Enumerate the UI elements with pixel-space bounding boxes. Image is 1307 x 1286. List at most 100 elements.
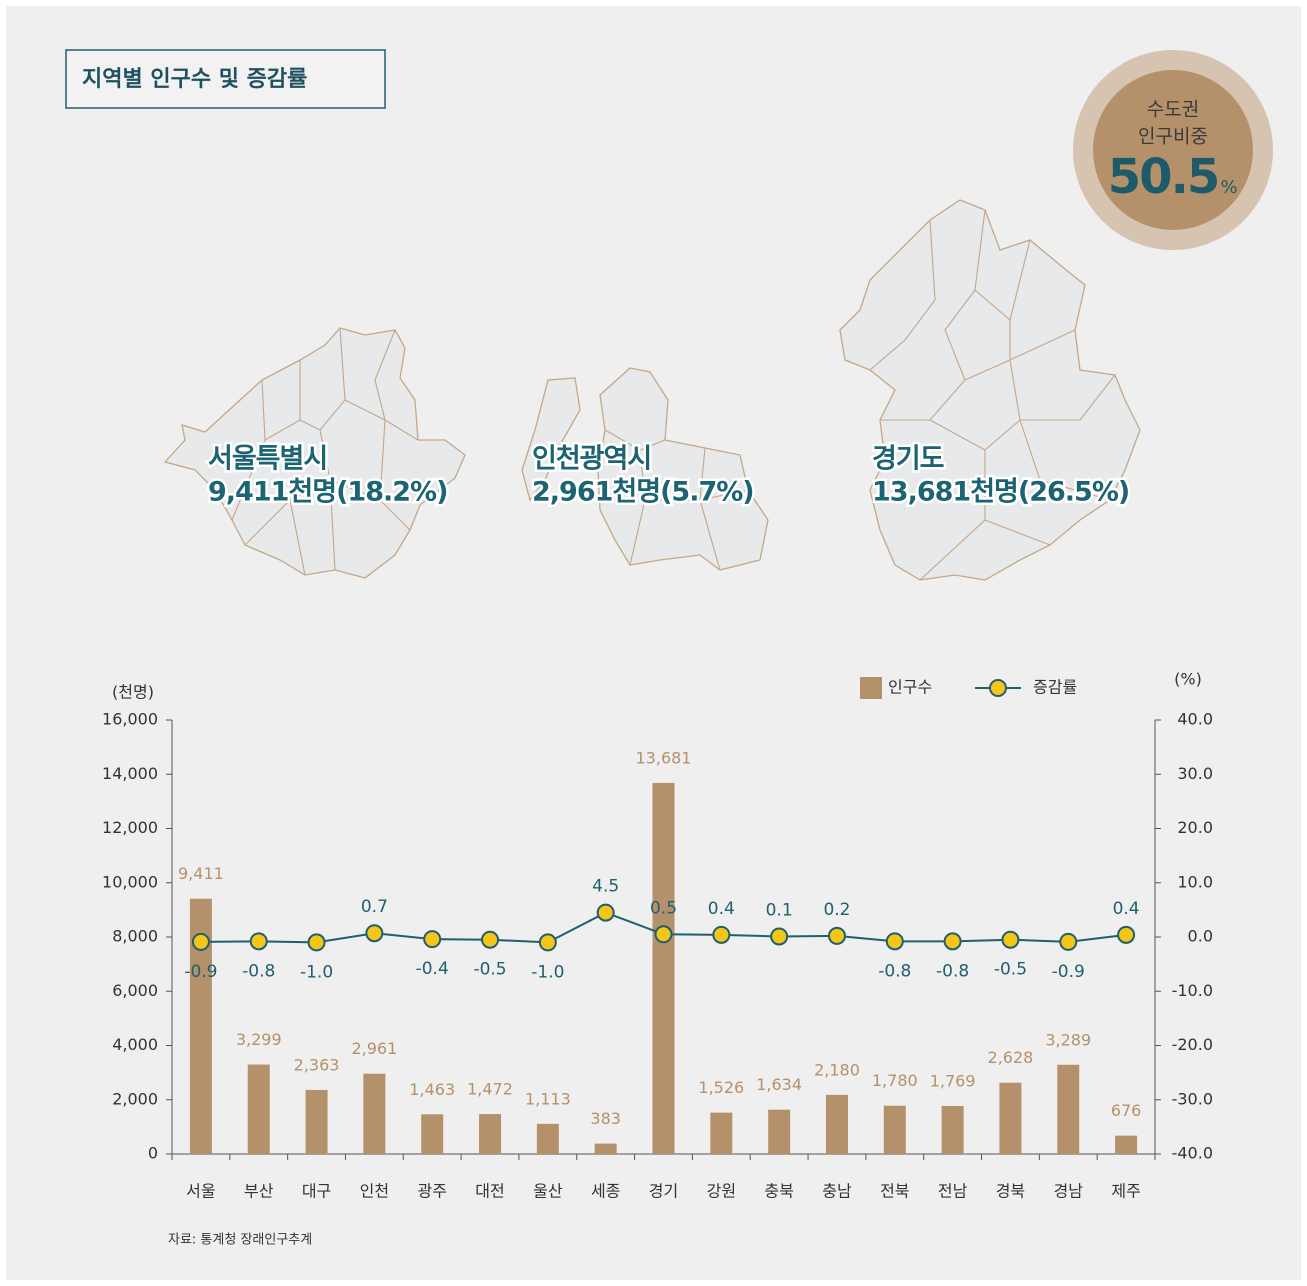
badge-line2: 인구비중 [1138, 126, 1208, 148]
line-value-label: -0.8 [936, 961, 969, 981]
chart: 0 2,000 4,000 6,000 8,000 10,000 12,000 14,000 1… [102, 677, 1213, 1201]
badge-value: 50.5 [1108, 149, 1218, 205]
legend-swatch [860, 677, 882, 699]
bar [768, 1109, 791, 1154]
line-value-label: -1.0 [300, 962, 333, 982]
x-tick-label: 경기 [649, 1182, 678, 1201]
legend-label: 증감률 [1033, 678, 1077, 697]
x-tick-label: 인천 [360, 1182, 389, 1201]
line-marker [827, 926, 846, 945]
line-value-label: -0.8 [878, 961, 911, 981]
bar [941, 1106, 964, 1154]
y-tick-label: 2,000 [112, 1089, 158, 1108]
bar [594, 1143, 617, 1154]
line-value-label: -0.8 [242, 961, 275, 981]
line-marker [943, 932, 962, 951]
y-tick-label: 14,000 [102, 764, 158, 783]
x-tick-label: 제주 [1111, 1182, 1140, 1201]
incheon-map [521, 367, 769, 571]
line-value-label: 0.1 [766, 900, 793, 920]
badge-inner [1093, 70, 1253, 230]
map-name: 서울특별시 [208, 444, 327, 475]
line-value-label: 4.5 [592, 877, 619, 897]
line-value-label: -0.9 [184, 962, 217, 982]
line-marker [538, 933, 557, 952]
line-value-label: -1.0 [531, 962, 564, 982]
bar [1057, 1064, 1080, 1154]
x-tick-label: 경남 [1054, 1182, 1084, 1201]
bar-value-label: 676 [1111, 1101, 1142, 1120]
bar [247, 1064, 270, 1154]
line-marker [1117, 925, 1136, 944]
x-tick-label: 대전 [475, 1182, 504, 1201]
x-tick-label: 울산 [533, 1182, 563, 1201]
y-tick-label: 6,000 [112, 981, 158, 1000]
line-value-label: -0.5 [473, 960, 506, 980]
x-tick-label: 세종 [591, 1182, 620, 1201]
y2-tick-label: 40.0 [1177, 710, 1213, 729]
line-value-label: -0.4 [416, 959, 449, 979]
y-tick-label: 0 [148, 1144, 158, 1163]
x-tick-label: 충북 [764, 1182, 793, 1201]
bar-value-label: 1,769 [930, 1072, 976, 1091]
legend-marker [989, 679, 1007, 697]
map-detail: 2,961천명(5.7%) [532, 477, 754, 508]
bar [536, 1123, 559, 1154]
title: 지역별 인구수 및 증감률 [82, 67, 307, 92]
bar [825, 1094, 848, 1154]
bar-value-label: 1,463 [409, 1080, 455, 1099]
bar-value-label: 2,363 [294, 1055, 340, 1074]
y2-tick-label: -40.0 [1172, 1144, 1213, 1163]
y2-tick-label: -30.0 [1172, 1089, 1213, 1108]
legend-label: 인구수 [888, 678, 932, 697]
line-marker [596, 903, 615, 922]
x-tick-label: 충남 [822, 1182, 852, 1201]
bar-value-label: 2,180 [814, 1060, 860, 1079]
y-tick-label: 12,000 [102, 818, 158, 837]
line-value-label: 0.2 [823, 900, 850, 920]
y-tick-label: 10,000 [102, 872, 158, 891]
bar [883, 1105, 906, 1154]
gyeonggi-map [839, 199, 1141, 581]
line-marker [1059, 932, 1078, 951]
bar-value-label: 1,780 [872, 1071, 918, 1090]
bar [652, 782, 675, 1154]
y-tick-label: 8,000 [112, 927, 158, 946]
line-marker [423, 930, 442, 949]
line-value-label: 0.5 [650, 898, 677, 918]
x-tick-label: 부산 [244, 1182, 274, 1201]
bar-value-label: 13,681 [636, 748, 692, 767]
line-marker [365, 924, 384, 943]
bar-value-label: 1,526 [698, 1078, 744, 1097]
x-tick-label: 경북 [996, 1182, 1025, 1201]
bar-value-label: 3,289 [1045, 1030, 1091, 1049]
x-tick-label: 전북 [880, 1182, 909, 1201]
bar [479, 1114, 502, 1154]
bar-value-label: 3,299 [236, 1030, 282, 1049]
line-marker [1001, 930, 1020, 949]
bar-value-label: 9,411 [178, 864, 224, 883]
y2-tick-label: 10.0 [1177, 872, 1213, 891]
bar [710, 1112, 733, 1154]
badge-line1: 수도권 [1147, 99, 1199, 121]
bar [421, 1114, 444, 1154]
y-tick-label: 4,000 [112, 1035, 158, 1054]
line-marker [307, 933, 326, 952]
source: 자료: 통계청 장래인구추계 [168, 1233, 312, 1248]
bar-value-label: 2,961 [351, 1039, 397, 1058]
seoul-map [163, 327, 466, 579]
bar [363, 1073, 386, 1154]
map-name: 인천광역시 [532, 444, 651, 475]
y-tick-label: 16,000 [102, 710, 158, 729]
bar [189, 898, 212, 1154]
y2-tick-label: 30.0 [1177, 764, 1213, 783]
title-box [65, 49, 386, 109]
line-marker [191, 932, 210, 951]
line-value-label: -0.9 [1052, 962, 1085, 982]
y-axis-label: (천명) [112, 683, 154, 702]
x-tick-label: 대구 [302, 1182, 331, 1201]
line-value-label: 0.4 [708, 899, 735, 919]
bar-value-label: 1,634 [756, 1075, 802, 1094]
y2-axis-label: (%) [1174, 670, 1202, 689]
